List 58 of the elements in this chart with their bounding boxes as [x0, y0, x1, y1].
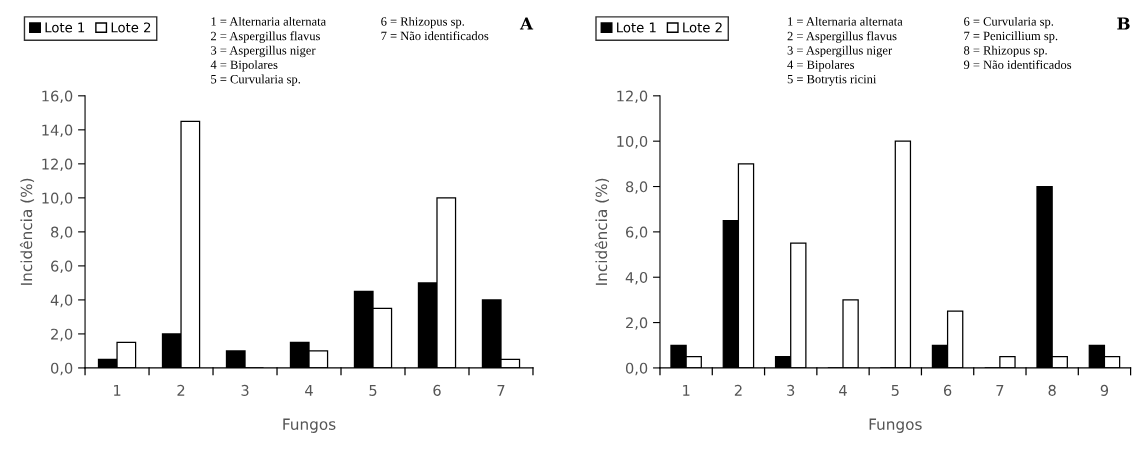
chart-title: B	[1117, 17, 1130, 30]
x-tick-label: 1	[683, 385, 690, 396]
y-axis-title: Incidência (%)	[594, 178, 609, 285]
text: 4 = Bipolares	[787, 60, 855, 72]
text: 3 = Aspergillus niger	[787, 45, 893, 58]
x-tick-label: 9	[1100, 384, 1109, 396]
x-tick-label: 8	[1048, 384, 1056, 396]
y-tick-label: 8,0	[625, 181, 648, 194]
y-tick-label: 0,0	[51, 362, 73, 376]
text: 6 = Curvularia sp.	[964, 16, 1054, 29]
y-tick-label: 10,0	[42, 192, 73, 206]
x-tick-label: 5	[891, 385, 899, 396]
text: 5 = Botrytis ricini	[787, 74, 877, 86]
text: 3 = Aspergillus niger	[211, 45, 316, 58]
x-tick-label: 3	[787, 384, 795, 396]
y-tick-label: 10,0	[617, 135, 648, 149]
x-tick-label: 1	[114, 385, 121, 396]
text: 7 = Penicillium sp.	[964, 31, 1058, 43]
x-axis-title: Fungos	[283, 418, 336, 433]
x-tick-label: 7	[996, 385, 1004, 396]
y-tick-label: 14,0	[42, 124, 73, 138]
y-tick-label: 8,0	[51, 226, 73, 240]
text: 2 = Aspergillus flavus	[787, 31, 897, 43]
y-tick-label: 6,0	[626, 226, 648, 240]
x-axis-title: Fungos	[869, 418, 922, 433]
legend-label: Lote 1	[617, 22, 656, 33]
y-tick-label: 0,0	[625, 362, 648, 376]
text: 9 = Não identificados	[963, 60, 1072, 69]
chart-title: A	[519, 17, 534, 30]
y-tick-label: 6,0	[51, 260, 73, 274]
x-tick-label: 2	[177, 384, 185, 396]
y-tick-label: 4,0	[50, 294, 73, 308]
legend-label: Lote 1	[45, 22, 85, 33]
x-tick-label: 2	[734, 384, 742, 396]
text: 8 = Rhizopus sp.	[964, 45, 1047, 58]
x-tick-label: 3	[241, 384, 249, 396]
y-tick-label: 12,0	[617, 90, 648, 104]
text: 2 = Aspergillus flavus	[211, 31, 320, 43]
y-tick-label: 16,0	[42, 90, 73, 104]
y-tick-label: 4,0	[625, 271, 648, 285]
y-tick-label: 2,0	[626, 317, 648, 330]
legend-label: Lote 2	[683, 22, 722, 33]
text: 7 = Não identificados	[381, 31, 489, 41]
text: 5 = Curvularia sp.	[211, 74, 301, 86]
x-tick-label: 5	[369, 385, 377, 396]
x-tick-label: 6	[943, 384, 952, 396]
y-tick-label: 12,0	[42, 158, 73, 172]
text: 6 = Rhizopus sp.	[381, 16, 464, 29]
y-axis-title: Incidência (%)	[19, 178, 35, 285]
text: 4 = Bipolares	[210, 60, 278, 72]
x-tick-label: 7	[497, 385, 505, 396]
x-tick-label: 4	[839, 385, 847, 396]
text: 1 = Alternaria alternata	[211, 16, 326, 26]
text: 1 = Alternaria alternata	[788, 16, 903, 26]
legend-label: Lote 2	[111, 22, 151, 33]
x-tick-label: 6	[433, 384, 441, 396]
x-tick-label: 4	[305, 385, 313, 396]
y-tick-label: 2,0	[51, 328, 73, 342]
